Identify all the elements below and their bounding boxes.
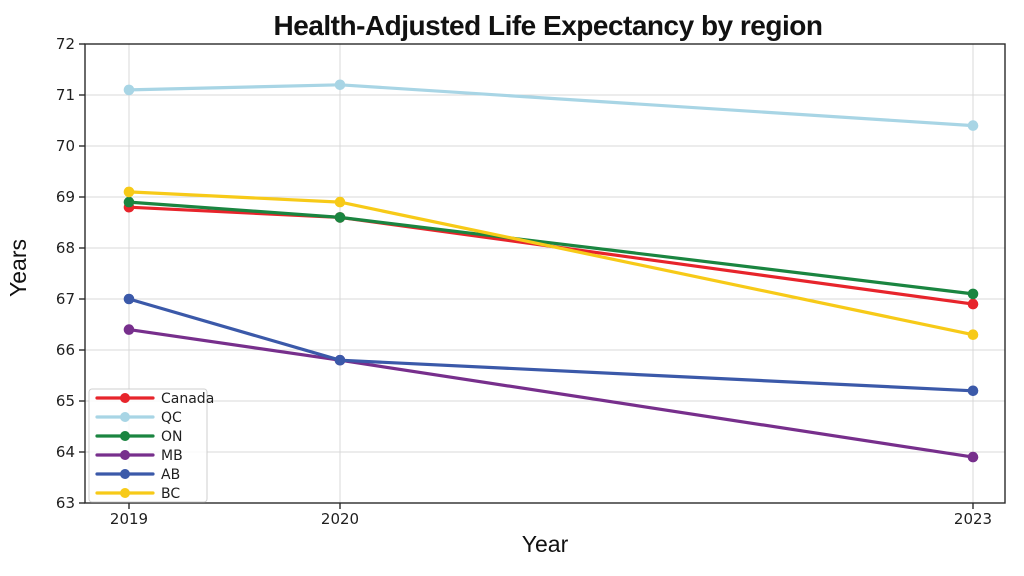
legend-label-qc: QC xyxy=(161,410,182,426)
y-tick-label: 72 xyxy=(56,35,75,53)
data-point-on xyxy=(334,212,346,223)
legend-marker-on xyxy=(120,431,130,441)
data-point-bc xyxy=(123,186,135,198)
y-tick-label: 66 xyxy=(56,341,75,359)
data-point-qc xyxy=(334,79,346,91)
data-point-on xyxy=(967,288,979,300)
y-tick-label: 70 xyxy=(56,137,75,155)
legend-label-bc: BC xyxy=(161,486,180,502)
legend-marker-canada xyxy=(120,393,130,403)
x-tick-label: 2023 xyxy=(954,510,992,528)
legend-label-mb: MB xyxy=(161,448,183,464)
axis-ticks: 63 64 65 66 67 68 69 70 71 72 2019 2020 2023 xyxy=(56,35,992,528)
y-tick-label: 64 xyxy=(56,443,75,461)
data-point-ab xyxy=(123,293,135,305)
data-point-ab xyxy=(967,385,979,397)
legend-marker-mb xyxy=(120,450,130,460)
series-line-ab xyxy=(127,297,975,393)
data-point-qc xyxy=(967,120,979,131)
y-axis-label: Years xyxy=(5,239,31,297)
legend-marker-ab xyxy=(120,469,130,479)
data-point-on xyxy=(123,196,135,208)
y-tick-label: 67 xyxy=(56,290,75,308)
series-line-qc xyxy=(127,83,975,128)
data-point-mb xyxy=(123,324,135,335)
y-tick-label: 69 xyxy=(56,188,75,206)
legend-marker-bc xyxy=(120,488,130,498)
legend-label-ab: AB xyxy=(161,467,180,483)
y-tick-label: 63 xyxy=(56,494,75,512)
x-axis-label: Year xyxy=(522,531,569,557)
data-point-bc xyxy=(334,196,346,208)
legend: Canada QC ON MB AB BC xyxy=(88,388,214,503)
data-point-mb xyxy=(967,451,979,463)
y-tick-label: 71 xyxy=(56,86,75,104)
series-line-canada xyxy=(127,205,975,306)
data-point-qc xyxy=(123,84,135,96)
data-point-ab xyxy=(334,354,346,366)
y-tick-label: 65 xyxy=(56,392,75,410)
legend-label-on: ON xyxy=(161,429,183,445)
legend-marker-qc xyxy=(120,412,130,422)
x-tick-label: 2020 xyxy=(321,510,359,528)
chart-title: Health-Adjusted Life Expectancy by regio… xyxy=(274,10,823,41)
plot-frame xyxy=(84,43,1006,504)
legend-label-canada: Canada xyxy=(161,391,214,407)
data-point-bc xyxy=(967,329,979,341)
data-point-canada xyxy=(967,298,979,310)
gridlines xyxy=(85,43,1005,504)
plot-border xyxy=(84,43,1006,504)
series-line-mb xyxy=(127,328,975,459)
y-tick-label: 68 xyxy=(56,239,75,257)
x-tick-label: 2019 xyxy=(110,510,148,528)
data-series xyxy=(123,79,979,463)
